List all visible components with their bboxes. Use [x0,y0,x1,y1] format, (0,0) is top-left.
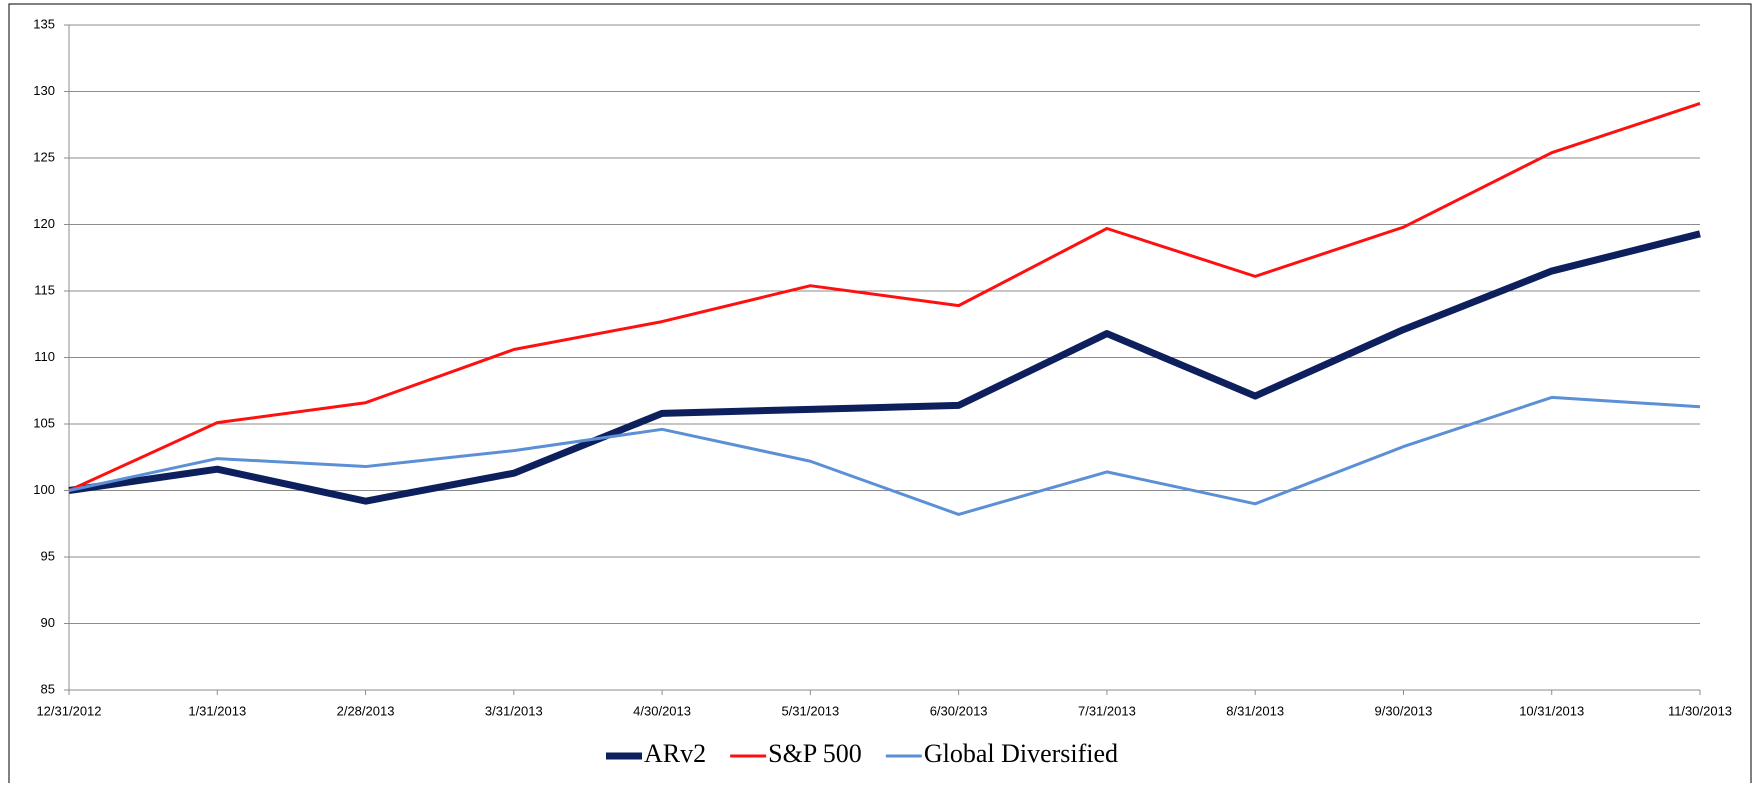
x-tick-label: 10/31/2013 [1519,703,1584,718]
y-tick-label: 115 [34,282,55,297]
legend-label: Global Diversified [924,739,1118,768]
y-tick-label: 85 [41,681,55,696]
y-tick-label: 120 [33,216,55,231]
x-tick-label: 5/31/2013 [781,703,839,718]
x-tick-label: 2/28/2013 [337,703,395,718]
x-tick-label: 12/31/2012 [36,703,101,718]
legend: ARv2 S&P 500 Global Diversified [606,739,1118,768]
legend-label: ARv2 [644,739,706,768]
series-line [68,230,1701,505]
x-tick-label: 6/30/2013 [930,703,988,718]
legend-label: S&P 500 [768,739,862,768]
x-tick-label: 1/31/2013 [188,703,246,718]
y-tick-label: 105 [33,415,55,430]
x-tick-label: 3/31/2013 [485,703,543,718]
x-tick-label: 4/30/2013 [633,703,691,718]
y-tick-label: 90 [41,615,55,630]
series-line [68,102,1701,492]
y-tick-label: 135 [33,16,55,31]
chart-border [8,3,1752,788]
y-tick-label: 110 [34,349,55,364]
x-tick-label: 9/30/2013 [1375,703,1433,718]
series-line [68,395,1701,516]
x-tick-label: 11/30/2013 [1668,703,1732,718]
y-tick-label: 100 [33,482,55,497]
x-tick-label: 8/31/2013 [1226,703,1284,718]
y-tick-label: 130 [33,83,55,98]
y-tick-label: 95 [41,548,55,563]
y-tick-label: 125 [33,149,55,164]
x-tick-label: 7/31/2013 [1078,703,1136,718]
